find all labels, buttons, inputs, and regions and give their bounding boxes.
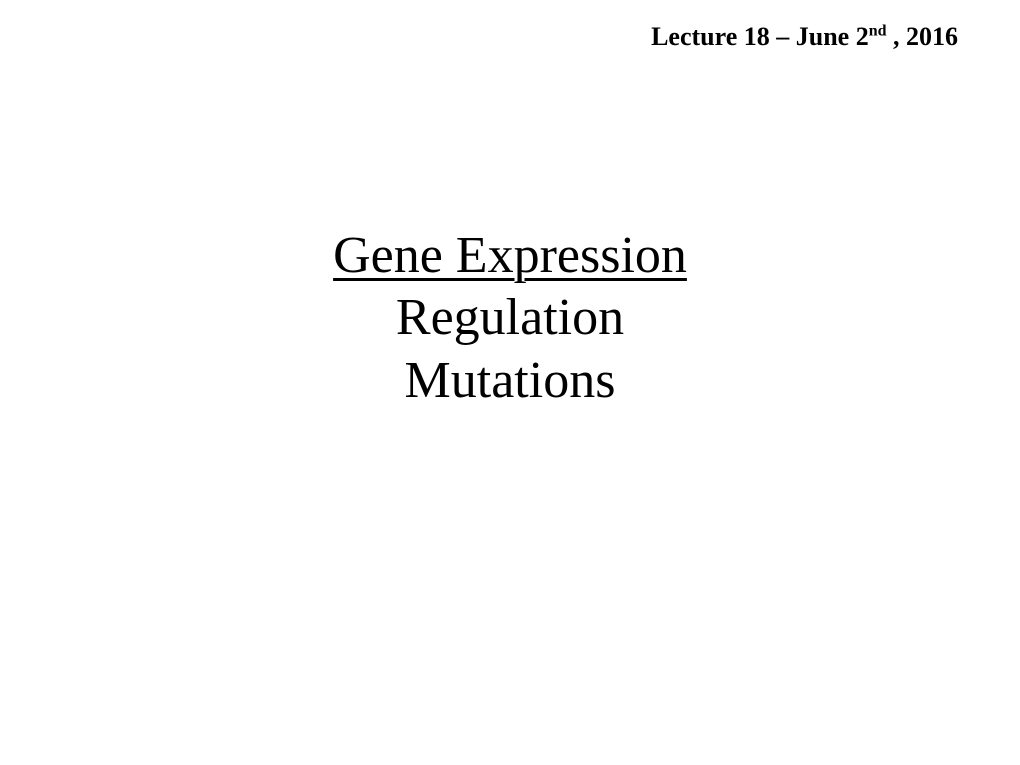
slide-subtitle-2: Mutations (0, 350, 1020, 412)
lecture-header: Lecture 18 – June 2nd , 2016 (651, 22, 958, 52)
slide-subtitle-1: Regulation (0, 287, 1020, 349)
lecture-date-suffix: , 2016 (887, 22, 959, 51)
slide-title: Gene Expression (0, 225, 1020, 287)
lecture-date-prefix: Lecture 18 – June 2 (651, 22, 869, 51)
slide-title-block: Gene Expression Regulation Mutations (0, 225, 1020, 412)
ordinal-superscript: nd (869, 22, 887, 39)
